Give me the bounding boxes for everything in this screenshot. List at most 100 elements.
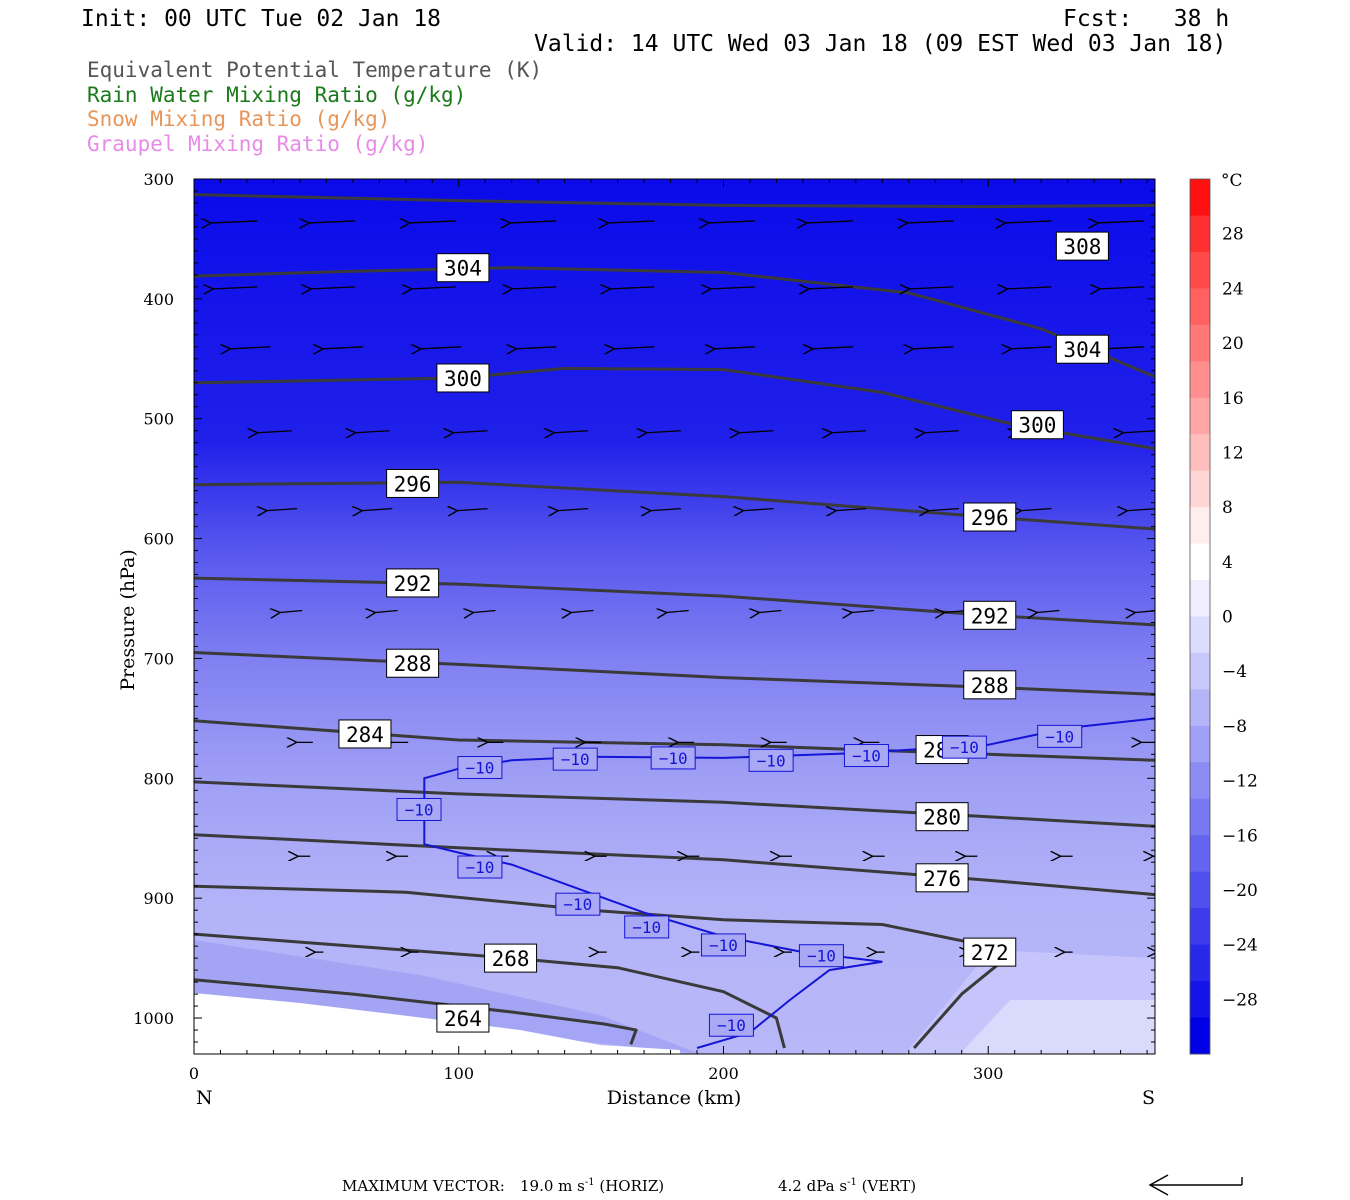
- theta-e-label: 284: [346, 723, 384, 747]
- wind-vector: [809, 287, 853, 289]
- wind-vector: [510, 221, 557, 223]
- wind-vector: [836, 509, 867, 511]
- wind-vector: [739, 431, 774, 433]
- colorbar-swatch: [1190, 179, 1210, 216]
- temperature-label: −10: [632, 918, 661, 937]
- temperature-label: −10: [465, 858, 494, 877]
- y-axis-title: Pressure (hPa): [117, 549, 139, 691]
- theta-e-label: 296: [394, 472, 432, 496]
- legend-graupel: Graupel Mixing Ratio (g/kg): [87, 132, 429, 156]
- wind-vector: [614, 347, 655, 349]
- x-axis-title: Distance (km): [607, 1087, 742, 1109]
- temperature-label-box: [624, 915, 670, 939]
- colorbar-swatch: [1190, 762, 1210, 800]
- colorbar-tick-label: 4: [1222, 553, 1233, 573]
- wind-vector: [1098, 221, 1145, 223]
- temperature-label-box: [798, 944, 844, 968]
- colorbar-swatch: [1190, 251, 1210, 289]
- colorbar-swatch: [1190, 324, 1210, 362]
- colorbar-swatch: [1190, 434, 1210, 472]
- temperature-label: −10: [1045, 727, 1074, 746]
- colorbar-tick-label: −4: [1222, 662, 1247, 682]
- colorbar-swatch: [1190, 361, 1210, 399]
- wind-vector: [376, 611, 398, 613]
- wind-vector: [832, 431, 867, 433]
- theta-e-label-box: [1055, 231, 1109, 261]
- wind-vector: [1104, 347, 1145, 349]
- temperature-label: −10: [659, 749, 688, 768]
- wind-vector: [230, 347, 271, 349]
- colorbar-tick-label: −16: [1222, 826, 1258, 846]
- theta-e-label: 288: [394, 652, 432, 676]
- x-end-label-south: S: [1142, 1087, 1155, 1109]
- theta-e-contour-288: [194, 651, 1155, 696]
- temperature-label-box: [457, 855, 503, 879]
- wind-vector: [267, 509, 297, 511]
- colorbar-tick-label: 24: [1222, 279, 1244, 299]
- colorbar-tick-label: −20: [1222, 881, 1258, 901]
- theta-e-label-box: [386, 468, 440, 498]
- wind-vector: [715, 347, 755, 349]
- x-end-label-north: N: [196, 1087, 213, 1109]
- colorbar-swatch: [1190, 470, 1210, 508]
- wind-vector: [610, 287, 655, 289]
- y-tick-label: 800: [143, 769, 174, 788]
- wind-vector: [554, 431, 589, 433]
- colorbar-swatch: [1190, 543, 1210, 581]
- wind-vector: [1037, 611, 1060, 613]
- wind-vector: [647, 431, 681, 433]
- theta-e-label-box: [915, 863, 969, 893]
- legend-theta-e: Equivalent Potential Temperature (K): [87, 58, 543, 82]
- temperature-label-box: [650, 746, 696, 770]
- colorbar-swatch: [1190, 1017, 1210, 1055]
- theta-e-label: 304: [1063, 338, 1101, 362]
- wind-vector: [945, 611, 967, 613]
- wind-vector: [759, 611, 782, 613]
- colorbar-tick-label: 0: [1222, 608, 1233, 628]
- colorbar-swatch: [1190, 908, 1210, 946]
- max-vector-horiz: 19.0 m s-1 (HORIZ): [520, 1177, 665, 1195]
- wind-vector: [410, 221, 456, 223]
- max-vector-vert: 4.2 dPa s-1 (VERT): [778, 1177, 917, 1195]
- wind-vector: [807, 221, 853, 223]
- temperature-label-box: [843, 744, 889, 768]
- colorbar-swatch: [1190, 944, 1210, 982]
- temperature-contour-minus10: [423, 717, 1155, 1049]
- theta-e-contour-296: [194, 480, 1155, 531]
- temperature-label: −10: [757, 751, 786, 770]
- colorbar-swatch: [1190, 835, 1210, 873]
- wind-vector: [1127, 509, 1155, 511]
- wind-vector: [280, 611, 303, 613]
- wind-vector: [907, 221, 954, 223]
- temperature-label: −10: [561, 750, 590, 769]
- wind-vector: [709, 221, 755, 223]
- theta-e-label-box: [915, 802, 969, 832]
- init-time: Init: 00 UTC Tue 02 Jan 18: [81, 6, 442, 32]
- theta-e-label: 300: [444, 367, 482, 391]
- wind-vector: [412, 287, 456, 289]
- plot-frame: [193, 178, 1156, 1055]
- temperature-label-box: [700, 933, 746, 957]
- wind-vector: [458, 509, 488, 511]
- wind-vector: [213, 287, 258, 289]
- colorbar-swatch: [1190, 507, 1210, 545]
- theta-e-label: 268: [492, 947, 530, 971]
- y-tick-label: 700: [143, 649, 174, 668]
- wind-vector: [1007, 287, 1052, 289]
- y-tick-label: 500: [143, 410, 174, 429]
- wind-vector: [813, 347, 853, 349]
- theta-e-label-box: [338, 719, 392, 749]
- temperature-label-box: [708, 1013, 754, 1037]
- colorbar-swatch: [1190, 652, 1210, 690]
- colorbar-tick-label: −24: [1222, 936, 1258, 956]
- theta-e-label: 288: [971, 674, 1009, 698]
- colorbar-swatch: [1190, 725, 1210, 763]
- colorbar-tick-label: 8: [1222, 498, 1233, 518]
- temperature-label-box: [552, 747, 598, 771]
- wind-vector: [311, 287, 356, 289]
- theta-e-contour-268: [194, 932, 786, 1049]
- theta-e-label: 300: [1018, 414, 1056, 438]
- colorbar-tick-label: −8: [1222, 717, 1247, 737]
- colorbar-swatch: [1190, 288, 1210, 326]
- theta-e-label: 296: [971, 506, 1009, 530]
